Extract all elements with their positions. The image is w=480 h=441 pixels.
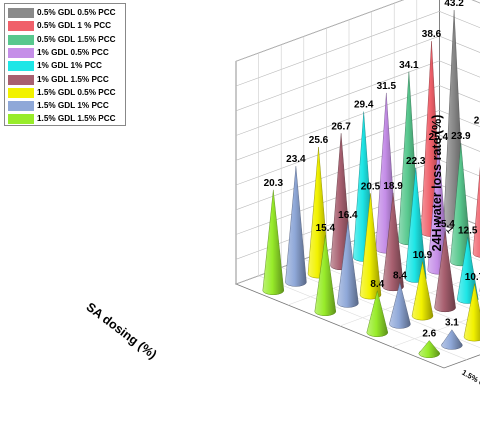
value-label: 25.6 bbox=[309, 135, 329, 146]
legend-item: 1.5% GDL 1% PCC bbox=[8, 100, 126, 113]
legend-item: 0.5% GDL 1 % PCC bbox=[8, 20, 126, 33]
cone-body bbox=[314, 235, 337, 316]
legend-label: 1% GDL 1.5% PCC bbox=[37, 74, 109, 84]
value-label: 23.9 bbox=[451, 131, 471, 142]
floor-gridline bbox=[326, 250, 480, 314]
legend-swatch bbox=[8, 34, 34, 45]
cone-body bbox=[441, 329, 463, 350]
legend-swatch bbox=[8, 87, 34, 98]
z-axis-title: 24H water loss rate (%) bbox=[430, 115, 444, 252]
floor-gridline bbox=[416, 217, 480, 244]
value-label: 8.4 bbox=[370, 279, 384, 290]
cone-body bbox=[389, 282, 411, 329]
value-label: 12.5 bbox=[458, 225, 478, 236]
value-label: 10.9 bbox=[413, 250, 433, 261]
cone-bar bbox=[434, 231, 456, 313]
legend-item: 0.5% GDL 1.5% PCC bbox=[8, 34, 126, 47]
chart-legend: 0.5% GDL 0.5% PCC 0.5% GDL 1 % PCC 0.5% GD… bbox=[4, 3, 126, 126]
legend-swatch bbox=[8, 61, 34, 72]
legend-item: 1% GDL 1.5% PCC bbox=[8, 74, 126, 87]
y-tick-label: 1.5% GDL 1.5% PCC bbox=[460, 368, 480, 412]
value-label: 29.4 bbox=[354, 100, 374, 111]
value-label: 20.5 bbox=[361, 181, 381, 192]
cone-bar bbox=[314, 235, 337, 316]
legend-swatch bbox=[8, 74, 34, 85]
cone-bars bbox=[262, 10, 480, 358]
cone-bar bbox=[472, 167, 480, 258]
value-label: 23.4 bbox=[286, 154, 306, 165]
x-axis-title: SA dosing (%) bbox=[84, 300, 160, 362]
value-labels: 43.238.634.131.529.426.725.623.420.339.1… bbox=[264, 0, 480, 339]
cone-bar bbox=[337, 221, 359, 308]
value-label: 31.5 bbox=[377, 81, 397, 92]
legend-item: 1.5% GDL 0.5% PCC bbox=[8, 87, 126, 100]
value-label: 43.2 bbox=[444, 0, 464, 9]
legend-swatch bbox=[8, 101, 34, 112]
cone-bar bbox=[262, 189, 285, 295]
floor-gridline bbox=[348, 242, 480, 296]
cone-body bbox=[359, 193, 382, 300]
legend-item: 1.5% GDL 1.5% PCC bbox=[8, 113, 126, 126]
value-label: 15.4 bbox=[435, 219, 455, 230]
cone-bar bbox=[411, 261, 434, 321]
legend-label: 1.5% GDL 1% PCC bbox=[37, 101, 109, 111]
legend-label: 1.5% GDL 1.5% PCC bbox=[37, 114, 116, 124]
legend-label: 0.5% GDL 0.5% PCC bbox=[37, 8, 116, 17]
floor-gridline bbox=[394, 225, 480, 261]
legend-swatch bbox=[8, 47, 34, 58]
cone-body bbox=[285, 166, 307, 287]
value-label: 16.4 bbox=[338, 210, 358, 221]
cone-body bbox=[418, 340, 441, 358]
legend-item: 1% GDL 0.5% PCC bbox=[8, 47, 126, 60]
legend-swatch bbox=[8, 21, 34, 32]
floor-gridline bbox=[391, 314, 480, 348]
value-label: 25.4 bbox=[474, 116, 480, 127]
legend-label: 1% GDL 0.5% PCC bbox=[37, 47, 109, 57]
value-label: 2.6 bbox=[422, 328, 436, 339]
cone-body bbox=[463, 283, 480, 342]
value-label: 38.6 bbox=[422, 29, 442, 40]
value-label: 34.1 bbox=[399, 60, 419, 71]
value-label: 8.4 bbox=[393, 270, 407, 281]
value-label: 10.7 bbox=[465, 272, 480, 283]
cone-body bbox=[411, 261, 434, 321]
cone-bar bbox=[285, 166, 307, 287]
legend-swatch bbox=[8, 114, 34, 125]
cone-body bbox=[366, 290, 389, 337]
value-label: 20.3 bbox=[264, 178, 284, 189]
cone-bar bbox=[366, 290, 389, 337]
cone-body bbox=[434, 231, 456, 313]
floor-gridline bbox=[371, 233, 480, 279]
cone-body bbox=[456, 237, 479, 304]
legend-item: 1% GDL 1% PCC bbox=[8, 60, 126, 73]
cone-bar bbox=[441, 329, 463, 350]
cone-body bbox=[337, 221, 359, 308]
value-label: 25.4 bbox=[429, 132, 449, 143]
cone-body bbox=[404, 167, 427, 283]
value-label: 22.3 bbox=[406, 156, 426, 167]
value-label: 3.1 bbox=[445, 318, 459, 329]
legend-label: 0.5% GDL 1.5% PCC bbox=[37, 34, 116, 44]
legend-label: 1.5% GDL 0.5% PCC bbox=[37, 87, 116, 97]
cone-body bbox=[472, 167, 480, 258]
value-label: 18.9 bbox=[383, 181, 403, 192]
cone-body bbox=[262, 189, 285, 295]
legend-label: 0.5% GDL 1 % PCC bbox=[37, 21, 112, 31]
value-label: 15.4 bbox=[316, 223, 336, 234]
cone-bar bbox=[463, 283, 480, 342]
cone-bar bbox=[418, 340, 441, 358]
cone-body bbox=[382, 192, 404, 292]
legend-swatch bbox=[8, 8, 34, 18]
legend-item: 0.5% GDL 0.5% PCC bbox=[8, 7, 126, 20]
legend-label: 1% GDL 1% PCC bbox=[37, 61, 102, 71]
value-label: 26.7 bbox=[331, 121, 351, 132]
cone-bar bbox=[389, 282, 411, 329]
